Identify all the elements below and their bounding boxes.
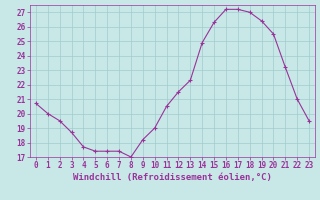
- X-axis label: Windchill (Refroidissement éolien,°C): Windchill (Refroidissement éolien,°C): [73, 173, 272, 182]
